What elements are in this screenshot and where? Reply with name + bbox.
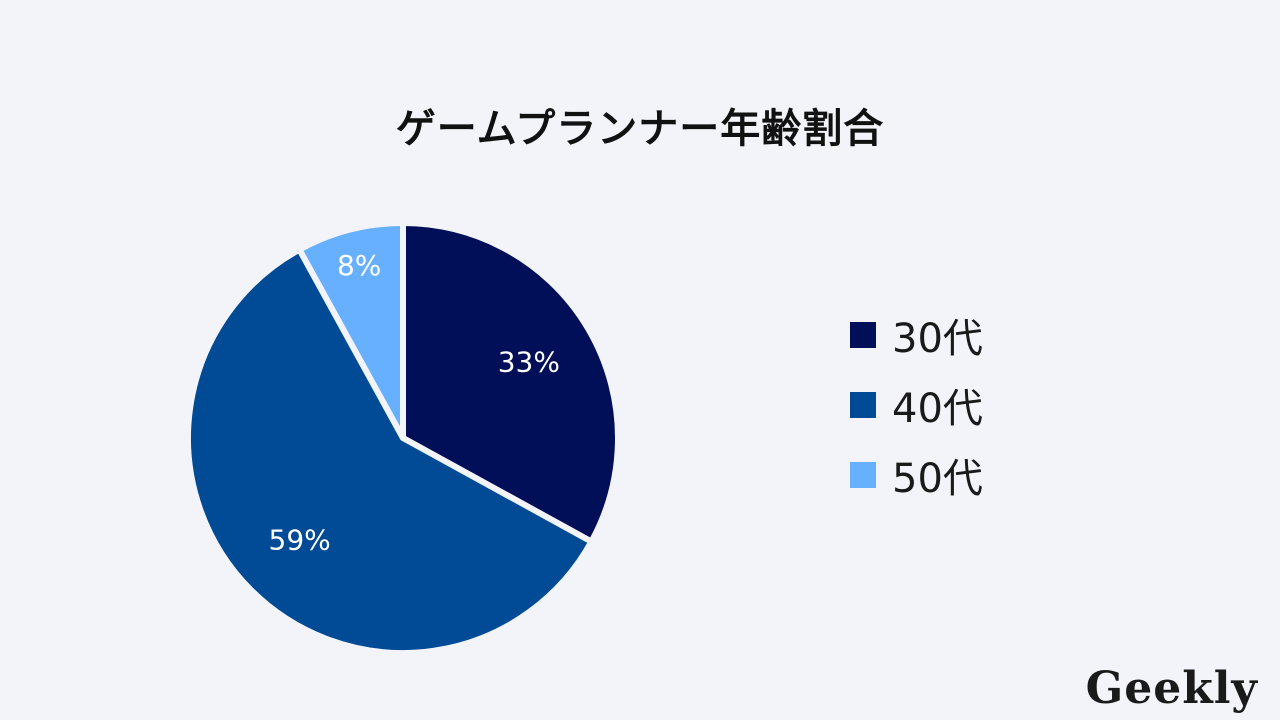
legend-item-40s: 40代 xyxy=(850,370,983,440)
legend-swatch-30s xyxy=(850,322,876,348)
slice-label-30s: 33% xyxy=(498,346,560,379)
chart-title: ゲームプランナー年齢割合 xyxy=(395,106,885,152)
legend-label-50s: 50代 xyxy=(892,456,983,502)
slice-label-40s: 59% xyxy=(269,523,331,556)
legend-swatch-50s xyxy=(850,462,876,488)
legend-label-40s: 40代 xyxy=(892,386,983,432)
legend: 30代 40代 50代 xyxy=(850,300,983,510)
slice-label-50s: 8% xyxy=(337,249,381,282)
geekly-logo: Geekly xyxy=(1085,663,1258,714)
legend-item-50s: 50代 xyxy=(850,440,983,510)
legend-swatch-40s xyxy=(850,392,876,418)
legend-item-30s: 30代 xyxy=(850,300,983,370)
pie-slice-50s xyxy=(296,220,406,441)
pie-slice-40s xyxy=(185,246,595,656)
pie-slice-30s xyxy=(400,220,621,545)
legend-label-30s: 30代 xyxy=(892,316,983,362)
